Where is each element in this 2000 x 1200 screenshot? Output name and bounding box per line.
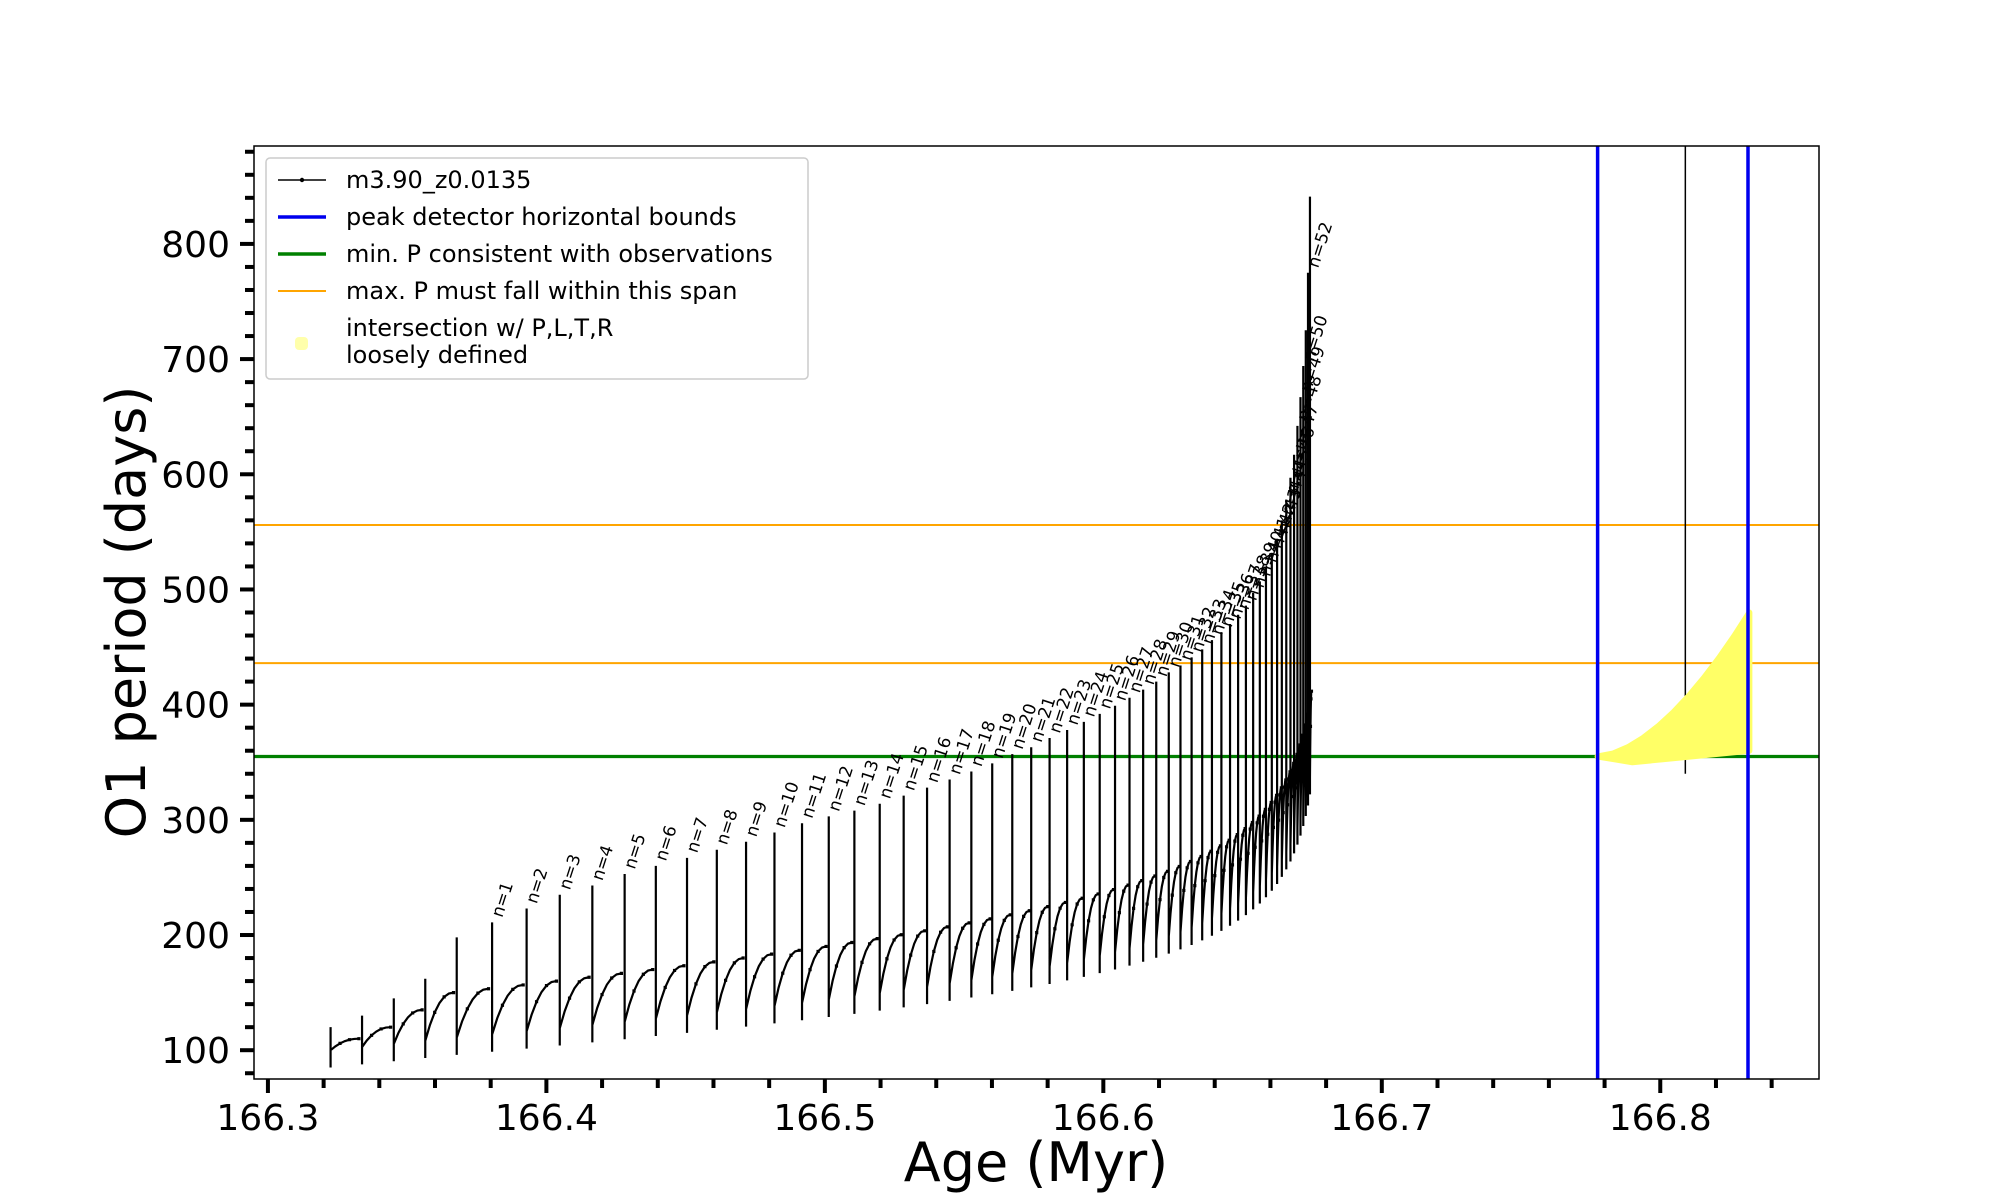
legend-label: max. P must fall within this span [346, 277, 737, 305]
y-tick-label: 400 [161, 686, 230, 727]
x-tick-label: 166.6 [1052, 1098, 1155, 1139]
legend-label: peak detector horizontal bounds [346, 203, 737, 231]
x-tick-label: 166.3 [216, 1098, 319, 1139]
x-tick-label: 166.5 [773, 1098, 876, 1139]
y-tick-label: 100 [161, 1031, 230, 1072]
legend-item: min. P consistent with observations [278, 240, 773, 268]
y-tick-label: 300 [161, 801, 230, 842]
y-tick-label: 800 [161, 225, 230, 266]
axes-layer: 100 200 300 400 500 600 700 800 166.3 166.4 166.5 1… [161, 145, 1820, 1139]
x-tick-label: 166.7 [1330, 1098, 1433, 1139]
data-series-layer [329, 146, 1687, 1068]
x-tick-label: 166.4 [495, 1098, 598, 1139]
legend-label-line2: loosely defined [346, 341, 528, 369]
legend-label: intersection w/ P,L,T,R [346, 314, 613, 342]
vertical-lines-layer [1595, 146, 1750, 1079]
legend-item: max. P must fall within this span [278, 277, 737, 305]
legend-item: peak detector horizontal bounds [278, 203, 737, 231]
series-markers [338, 689, 1314, 1046]
legend-box [265, 157, 809, 380]
legend-label: m3.90_z0.0135 [346, 166, 531, 194]
plot-area [254, 146, 1819, 1079]
y-tick-label: 200 [161, 916, 230, 957]
y-tick-label: 600 [161, 455, 230, 496]
legend-swatch-marker [295, 337, 308, 350]
x-axis-title: Age (Myr) [904, 1131, 1169, 1194]
legend-item: m3.90_z0.0135 [278, 166, 531, 194]
horizontal-lines-layer [254, 523, 1819, 759]
legend-label: min. P consistent with observations [346, 240, 773, 268]
x-tick-label: 166.8 [1609, 1098, 1712, 1139]
y-tick-label: 700 [161, 340, 230, 381]
legend-swatch-marker [299, 177, 305, 183]
y-tick-label: 500 [161, 570, 230, 611]
y-axis-title: O1 period (days) [95, 386, 158, 839]
